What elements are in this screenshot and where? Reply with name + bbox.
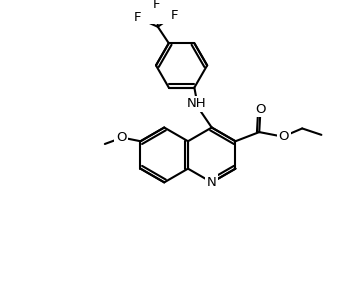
Text: O: O <box>116 131 126 144</box>
Text: O: O <box>116 131 126 144</box>
Text: NH: NH <box>186 97 206 110</box>
Text: O: O <box>279 130 289 143</box>
Text: O: O <box>255 103 266 116</box>
Text: O: O <box>255 103 266 116</box>
Text: O: O <box>279 130 289 143</box>
Text: F: F <box>171 9 178 22</box>
Text: F: F <box>153 0 161 11</box>
Text: NH: NH <box>186 97 206 110</box>
Text: F: F <box>134 11 142 24</box>
Text: N: N <box>207 176 217 189</box>
Text: N: N <box>207 176 217 189</box>
